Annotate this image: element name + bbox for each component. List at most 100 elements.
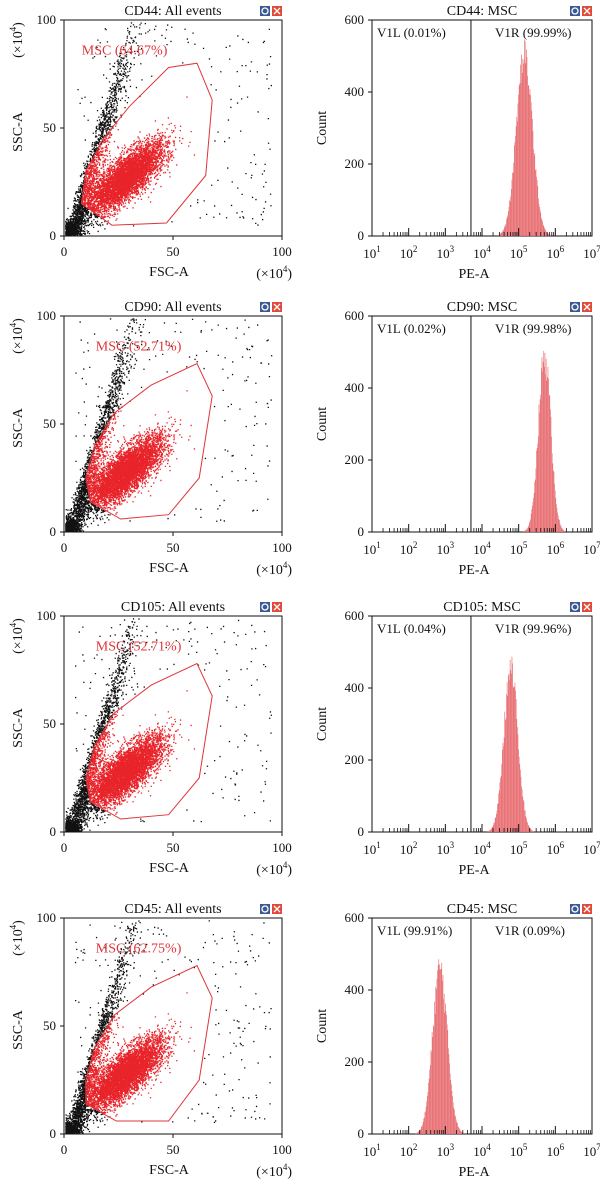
histogram-bar — [541, 357, 543, 532]
msc-gate[interactable] — [85, 362, 213, 520]
histogram-bar — [519, 83, 521, 236]
histogram-bar — [546, 380, 548, 532]
histogram-bar — [545, 358, 547, 532]
histogram-bar — [530, 513, 532, 532]
histogram-bar — [562, 528, 563, 532]
msc-gate[interactable] — [85, 964, 213, 1122]
histogram-bar — [532, 830, 533, 832]
histogram-bar — [522, 796, 524, 832]
circle-button-icon[interactable] — [260, 602, 270, 612]
histogram-bar — [551, 436, 552, 532]
histogram-bar — [509, 200, 510, 236]
histogram-bar — [527, 527, 529, 532]
histogram-bar — [543, 350, 545, 532]
circle-button-icon[interactable] — [260, 6, 270, 16]
histogram-bar — [561, 528, 563, 532]
histogram-bar — [526, 49, 527, 236]
histogram-bar — [458, 1128, 460, 1134]
plot-frame — [371, 615, 593, 833]
histogram-bar — [545, 231, 547, 236]
x-tick-label: 107 — [583, 244, 600, 261]
circle-button-icon[interactable] — [570, 6, 580, 16]
histogram-bar — [521, 54, 522, 237]
histogram-bar — [428, 1082, 429, 1134]
histogram-bar — [533, 149, 534, 236]
circle-button-icon[interactable] — [260, 904, 270, 914]
x-tick-label: 105 — [510, 1142, 528, 1159]
x-axis-label: PE-A — [458, 1165, 490, 1180]
y-tick-label: 100 — [37, 608, 57, 623]
x-tick-label: 100 — [272, 244, 292, 259]
x-tick-label: 104 — [473, 840, 491, 857]
x-axis-multiplier: (×104) — [256, 560, 292, 578]
window-buttons — [570, 602, 592, 612]
histogram-bar — [432, 1037, 434, 1134]
histogram-bar — [454, 1109, 455, 1134]
histogram-bar — [487, 831, 489, 832]
chart-title: CD44: All events — [124, 4, 221, 19]
y-axis-multiplier: (×104) — [8, 920, 26, 956]
x-ticks — [371, 228, 593, 236]
histogram-bar — [455, 1116, 456, 1134]
histogram-bar — [529, 522, 530, 532]
histogram-bar — [500, 233, 502, 236]
histogram-bar — [524, 39, 525, 237]
y-tick-label: 50 — [43, 1018, 56, 1033]
x-axis-multiplier: (×104) — [256, 1162, 292, 1180]
histogram-bar — [528, 85, 530, 236]
histogram-bar — [535, 468, 537, 532]
histogram-bar — [422, 1125, 423, 1134]
circle-button-icon[interactable] — [570, 904, 580, 914]
msc-gate[interactable] — [80, 62, 213, 226]
y-tick-label: 600 — [345, 12, 365, 27]
histogram-bar — [538, 404, 540, 532]
y-axis-label-group: SSC-A — [11, 707, 26, 748]
x-tick-label: 0 — [61, 540, 68, 555]
x-tick-label: 101 — [363, 244, 381, 261]
y-tick-label: 0 — [358, 228, 365, 243]
histogram-bar — [507, 215, 509, 236]
histogram-bar — [436, 979, 438, 1134]
histogram-bar — [415, 1133, 417, 1134]
histogram-bar — [512, 686, 514, 832]
histogram-bar — [503, 746, 504, 832]
histogram-bar — [530, 519, 531, 532]
histogram-bar — [431, 1032, 433, 1134]
event-dots — [65, 618, 272, 833]
histogram-bar — [459, 1129, 461, 1134]
histogram-bar — [500, 776, 502, 832]
x-tick-label: 50 — [167, 244, 180, 259]
chart-title: CD90: MSC — [447, 300, 517, 315]
circle-button-icon[interactable] — [570, 302, 580, 312]
msc-gate[interactable] — [85, 662, 213, 820]
circle-button-icon[interactable] — [570, 602, 580, 612]
x-tick-label: 103 — [437, 1142, 455, 1159]
histogram-bar — [460, 1131, 462, 1134]
y-tick-label: 200 — [345, 156, 365, 171]
histogram-bar — [520, 769, 521, 832]
histogram-bar — [494, 818, 496, 832]
histogram-bar — [496, 810, 498, 832]
histogram-bars — [523, 350, 566, 532]
plot-frame — [371, 315, 593, 533]
x-tick-label: 106 — [547, 244, 565, 261]
histogram-bar — [526, 529, 527, 532]
histogram-bar — [510, 670, 512, 832]
histogram-bar — [500, 233, 501, 236]
circle-button-icon[interactable] — [260, 302, 270, 312]
histogram-bar — [430, 1050, 432, 1134]
x-tick-label: 103 — [437, 840, 455, 857]
x-tick-label: 107 — [583, 840, 600, 857]
histogram-bar — [541, 219, 543, 236]
ungated-events — [65, 920, 272, 1135]
histogram-bar — [523, 799, 524, 832]
histogram-bar — [529, 89, 531, 236]
histogram-bar — [560, 526, 562, 532]
histogram-bar — [511, 179, 513, 236]
x-tick-label: 105 — [510, 244, 528, 261]
circle-glyph — [261, 303, 269, 311]
x-axis-label: FSC-A — [149, 1163, 190, 1178]
histogram-bar — [506, 693, 507, 832]
histogram-bar — [515, 690, 516, 832]
